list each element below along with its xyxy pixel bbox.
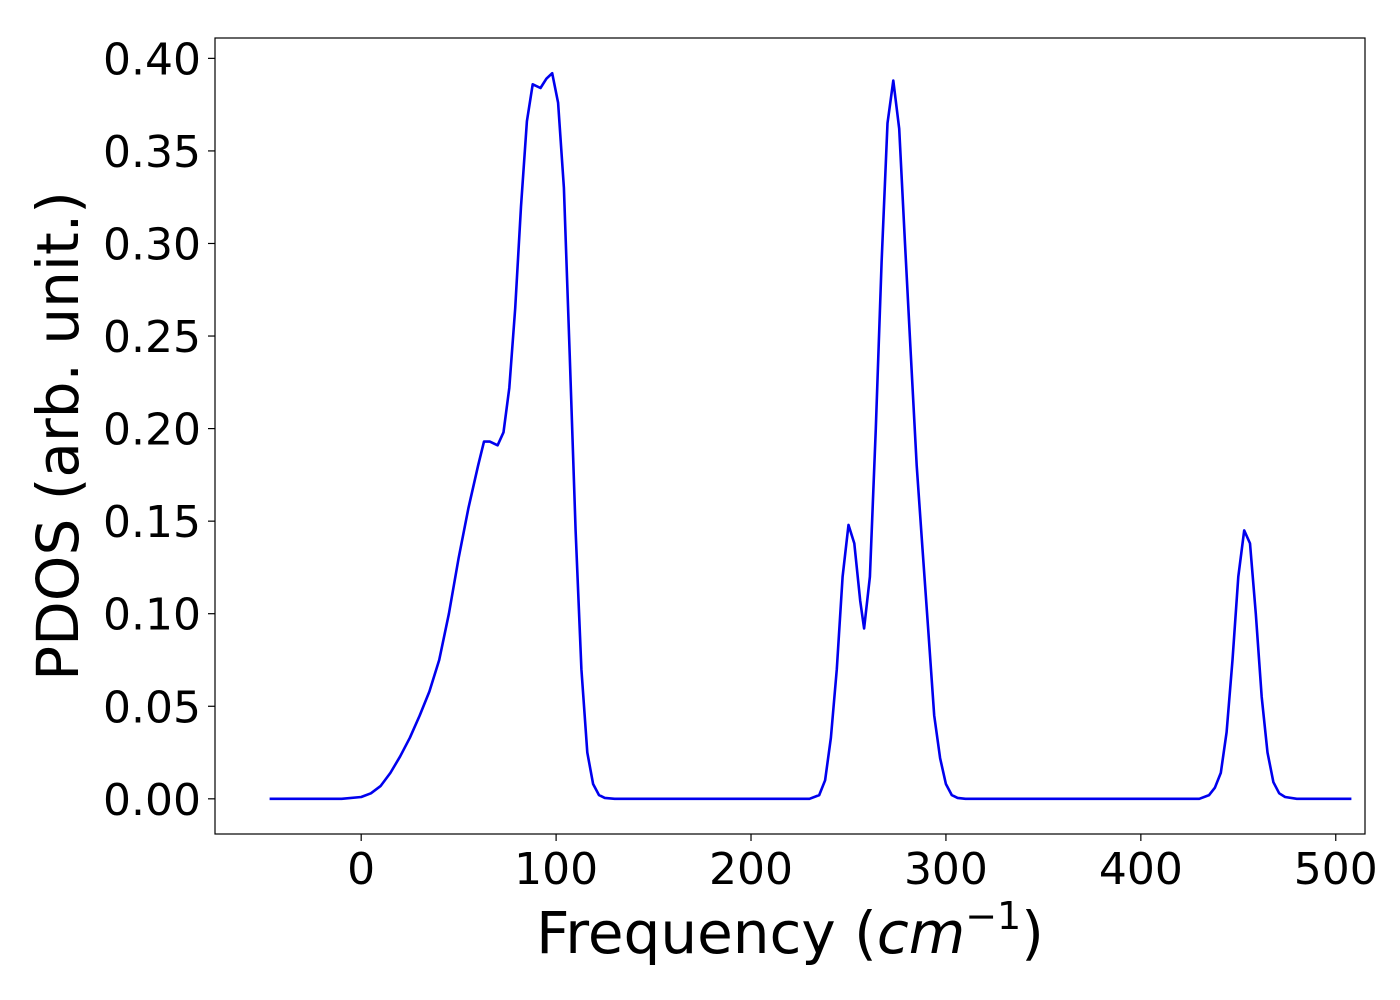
y-tick-label: 0.05 — [103, 682, 201, 733]
y-tick-label: 0.35 — [103, 127, 201, 178]
y-tick-label: 0.00 — [103, 775, 201, 826]
plot-frame — [214, 37, 1366, 835]
x-tick-label: 500 — [1294, 844, 1378, 895]
x-axis-label-unit: cm — [877, 899, 965, 967]
y-tick-label: 0.25 — [103, 312, 201, 363]
x-tick-label: 300 — [904, 844, 988, 895]
x-axis-label-exponent: −1 — [965, 894, 1021, 938]
pdos-line — [269, 71, 1352, 801]
x-tick-label: 200 — [709, 844, 793, 895]
y-tick-label: 0.15 — [103, 497, 201, 548]
x-tick-label: 100 — [514, 844, 598, 895]
x-tick-label: 400 — [1099, 844, 1183, 895]
x-axis-label-close: ) — [1021, 899, 1044, 967]
x-axis-ticks: 0 100 200 300 400 500 — [347, 834, 1378, 895]
x-tick-label: 0 — [347, 844, 375, 895]
y-axis-ticks: 0.00 0.05 0.10 0.15 0.20 0.25 0.30 0.35 0.40 — [103, 34, 215, 826]
y-tick-label: 0.10 — [103, 590, 201, 641]
y-axis-label: PDOS (arb. unit.) — [24, 191, 92, 681]
y-tick-label: 0.20 — [103, 405, 201, 456]
y-tick-label: 0.30 — [103, 219, 201, 270]
y-tick-label: 0.40 — [103, 34, 201, 85]
x-axis-label-text: Frequency ( — [536, 899, 877, 967]
x-axis-label: Frequency (cm−1) — [536, 894, 1044, 967]
series-layer — [269, 71, 1352, 801]
